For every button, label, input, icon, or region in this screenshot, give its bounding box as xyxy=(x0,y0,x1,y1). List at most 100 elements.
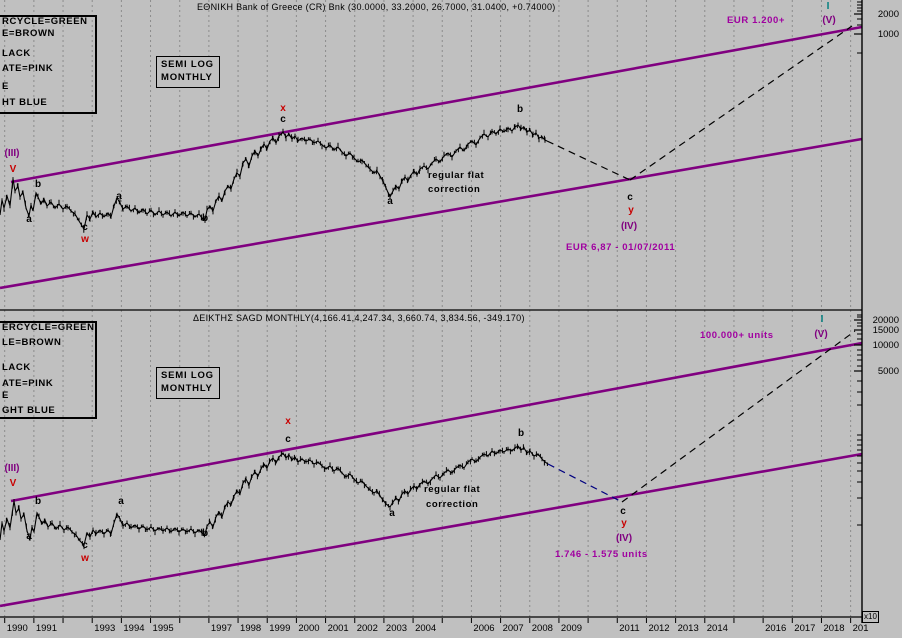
panel1-semilog-monthly-box: SEMI LOG MONTHLY xyxy=(156,56,220,88)
projection-dashed-up xyxy=(621,330,856,503)
wave-label-c: c xyxy=(620,506,626,517)
year-label: 1990 xyxy=(6,623,28,634)
year-label: 2003 xyxy=(385,623,408,634)
year-label: 2018 xyxy=(823,623,845,634)
year-label: 1995 xyxy=(152,623,174,634)
year-label: 1997 xyxy=(210,623,233,634)
y-axis-value-label: 15000 xyxy=(872,325,899,336)
annotation-note: regular flat xyxy=(428,170,485,181)
annotation-note: EUR 6,87 - 01/07/2011 xyxy=(566,242,676,253)
year-label: 2004 xyxy=(415,623,437,634)
scale-box-line: MONTHLY xyxy=(161,383,213,394)
wave-label-a: a xyxy=(118,496,124,507)
wave-label-x: x xyxy=(280,103,286,114)
year-label: 1998 xyxy=(240,623,262,634)
annotation-note: correction xyxy=(426,499,479,510)
x-axis-scale-note: x10 xyxy=(862,611,879,623)
projection-dashed-up xyxy=(629,25,853,181)
legend-degree-line: ATE=PINK xyxy=(2,378,54,389)
year-label: 2014 xyxy=(706,623,728,634)
price-line xyxy=(0,445,549,547)
year-label: 2011 xyxy=(619,623,640,634)
year-label: 1993 xyxy=(94,623,116,634)
wave-label-a: a xyxy=(26,531,32,542)
year-label: 2006 xyxy=(473,623,495,634)
wave-label-y: y xyxy=(628,205,634,216)
wave-label-y: y xyxy=(621,518,627,529)
y-axis-value-label: 5000 xyxy=(877,366,899,377)
annotation-note: correction xyxy=(428,184,481,195)
legend-degree-line: LE=BROWN xyxy=(2,337,62,348)
wave-label-v: (V) xyxy=(822,15,836,26)
annotation-note: regular flat xyxy=(424,484,481,495)
year-label: 1999 xyxy=(269,623,291,634)
wave-label-b: b xyxy=(201,213,209,224)
wave-label-v: (V) xyxy=(814,329,828,340)
wave-label-c: c xyxy=(82,222,88,233)
wave-label-b: b xyxy=(201,528,209,539)
wave-label-v: V xyxy=(9,164,17,175)
wave-label-w: w xyxy=(81,234,89,245)
legend-degree-line: LACK xyxy=(2,362,31,373)
wave-label-iv: (IV) xyxy=(615,533,633,544)
y-axis-value-label: 2000 xyxy=(877,9,899,20)
y-axis-value-label: 20000 xyxy=(872,315,899,326)
legend-degree-line: LACK xyxy=(2,48,31,59)
wave-label-a: a xyxy=(387,196,393,207)
channel-line-lower xyxy=(0,452,863,608)
year-label: 2017 xyxy=(794,623,816,634)
panel2-title: ΔΕΙΚΤΗΣ SAGD MONTHLY(4,166.41,4,247.34, … xyxy=(193,313,525,323)
legend-degree-line: E=BROWN xyxy=(2,28,56,39)
year-label: 1991 xyxy=(35,623,57,634)
y-axis-value-label: 1000 xyxy=(877,29,899,40)
legend-degree-line: ATE=PINK xyxy=(2,63,54,74)
price-bars-texture xyxy=(0,443,548,550)
wave-label-x: x xyxy=(285,416,291,427)
wave-label-i: I xyxy=(820,314,824,325)
wave-label-b: b xyxy=(517,428,525,439)
annotation-note: 100.000+ units xyxy=(700,330,774,341)
annotation-note: 1.746 - 1.575 units xyxy=(555,549,648,560)
year-label: 2000 xyxy=(298,623,320,634)
channel-line-lower xyxy=(0,137,863,290)
scale-box-line: SEMI LOG xyxy=(161,370,214,381)
wave-label-c: c xyxy=(285,434,291,445)
year-label: 201 xyxy=(852,623,869,634)
panel2-semilog-monthly-box: SEMI LOG MONTHLY xyxy=(156,367,220,399)
wave-label-a: a xyxy=(26,214,32,225)
wave-label-c: c xyxy=(627,192,633,203)
year-label: 2001 xyxy=(327,623,349,634)
wave-label-b: b xyxy=(34,179,42,190)
wave-label-c: c xyxy=(280,114,286,125)
wave-label-b: b xyxy=(34,496,42,507)
channel-line-upper xyxy=(10,25,863,184)
legend-degree-line: ERCYCLE=GREEN xyxy=(2,322,95,333)
year-label: 2016 xyxy=(765,623,787,634)
year-label: 2002 xyxy=(356,623,378,634)
year-label: 2009 xyxy=(560,623,583,634)
legend-degree-line: HT BLUE xyxy=(2,97,48,108)
wave-label-i: I xyxy=(826,1,830,12)
scale-box-line: SEMI LOG xyxy=(161,59,214,70)
legend-degree-line: E xyxy=(2,390,9,401)
wave-label-a: a xyxy=(389,508,395,519)
wave-label-v: V xyxy=(9,478,17,489)
year-label: 2012 xyxy=(648,623,670,634)
y-axis-value-label: 10000 xyxy=(872,340,899,351)
wave-label-c: c xyxy=(82,540,88,551)
year-label: 2007 xyxy=(502,623,524,634)
panel1-wave-degree-legend: RCYCLE=GREEN E=BROWN LACK ATE=PINK E HT BLUE xyxy=(0,15,97,114)
wave-label-b: b xyxy=(516,104,524,115)
wave-label-iv: (IV) xyxy=(620,221,638,232)
year-label: 1994 xyxy=(123,623,145,634)
wave-label-iii: (III) xyxy=(4,463,20,474)
year-label: 2013 xyxy=(677,623,699,634)
panel1-title: EΘNIKH Bank of Greece (CR) Bnk (30.0000,… xyxy=(197,2,556,12)
year-label: 2008 xyxy=(531,623,553,634)
legend-degree-line: RCYCLE=GREEN xyxy=(2,16,88,27)
projection-dashed-down xyxy=(547,463,623,503)
channel-line-upper xyxy=(10,341,863,503)
wave-label-w: w xyxy=(81,553,89,564)
